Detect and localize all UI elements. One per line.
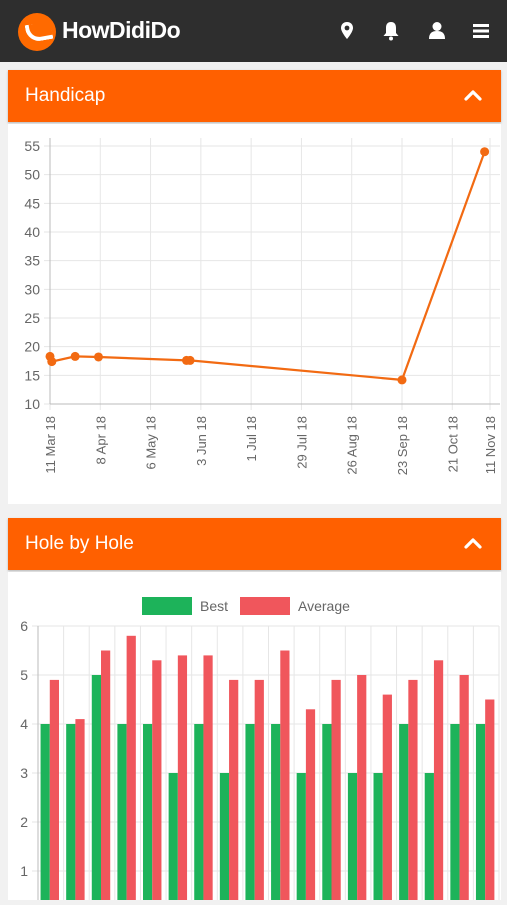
x-tick-label: 11 Nov 18 <box>483 416 498 474</box>
bar-best-hole-9 <box>245 724 255 905</box>
bar-average-hole-3 <box>101 650 111 905</box>
x-tick-label: 11 Mar 18 <box>43 416 58 474</box>
bar-average-hole-7 <box>203 655 213 905</box>
y-tick-label: 4 <box>20 716 28 732</box>
bar-average-hole-14 <box>382 694 392 905</box>
bar-average-hole-10 <box>280 650 290 905</box>
x-tick-label: 6 May 18 <box>144 416 159 469</box>
legend-label: Average <box>298 598 350 614</box>
bar-best-hole-2 <box>66 724 76 905</box>
x-tick-label: 21 Oct 18 <box>445 416 460 472</box>
handicap-chart-card: 10 15 20 25 30 35 40 45 50 55 11 Mar 18 8 Apr 18 6 M… <box>8 124 501 504</box>
bar-average-hole-6 <box>177 655 188 905</box>
bar-best-hole-1 <box>40 724 50 905</box>
bar-best-hole-3 <box>91 675 102 905</box>
x-tick-label: 23 Sep 18 <box>395 416 410 475</box>
bar-best-hole-16 <box>424 773 434 905</box>
bar-best-hole-14 <box>373 773 383 905</box>
bar-average-hole-18 <box>485 699 495 905</box>
y-tick-label: 50 <box>24 167 40 183</box>
hole-by-hole-bar-chart: Best Average 1 2 3 4 5 6 <box>20 597 500 905</box>
y-tick-label: 5 <box>20 667 28 683</box>
bell-icon[interactable] <box>378 18 404 44</box>
y-tick-label: 3 <box>20 765 28 781</box>
legend-swatch-best <box>142 597 192 615</box>
y-tick-label: 20 <box>24 339 40 355</box>
hole-by-hole-panel-header[interactable]: Hole by Hole <box>8 518 501 570</box>
chevron-up-icon[interactable] <box>463 534 483 554</box>
x-tick-label: 8 Apr 18 <box>93 416 108 464</box>
handicap-data-point <box>47 357 57 367</box>
bar-average-hole-11 <box>305 709 316 905</box>
y-tick-label: 6 <box>20 618 28 634</box>
legend-label: Best <box>200 598 228 614</box>
bar-average-hole-15 <box>408 679 418 905</box>
bar-average-hole-16 <box>433 660 444 905</box>
bar-best-hole-18 <box>475 724 486 905</box>
location-pin-icon[interactable] <box>334 18 360 44</box>
bar-average-hole-4 <box>126 635 136 905</box>
handicap-line-chart: 10 15 20 25 30 35 40 45 50 55 11 Mar 18 8 Apr 18 6 M… <box>24 138 500 475</box>
bar-average-hole-9 <box>254 679 264 905</box>
logo-mark-icon <box>18 13 56 51</box>
panel-title: Handicap <box>25 85 106 106</box>
x-tick-label: 3 Jun 18 <box>194 416 209 466</box>
y-tick-label: 30 <box>24 281 40 297</box>
x-tick-label: 26 Aug 18 <box>345 416 360 475</box>
bar-best-hole-7 <box>194 724 204 905</box>
y-tick-label: 15 <box>24 367 40 383</box>
user-icon[interactable] <box>424 18 450 44</box>
top-navigation-bar: HowDidiDo <box>0 0 507 62</box>
hole-by-hole-chart-card: Best Average 1 2 3 4 5 6 <box>8 572 501 905</box>
bar-average-hole-1 <box>49 679 60 905</box>
y-tick-label: 10 <box>24 396 40 412</box>
handicap-data-point <box>93 352 103 362</box>
bar-average-hole-5 <box>152 660 162 905</box>
app-title: HowDidiDo <box>62 17 181 43</box>
hamburger-menu-icon[interactable] <box>468 18 494 44</box>
bar-best-hole-8 <box>219 773 230 905</box>
bar-best-hole-11 <box>296 773 306 905</box>
y-tick-label: 25 <box>24 310 40 326</box>
bar-best-hole-17 <box>450 724 460 905</box>
handicap-data-point <box>397 375 407 385</box>
bar-average-hole-2 <box>75 719 85 905</box>
chevron-up-icon[interactable] <box>463 86 483 106</box>
y-tick-label: 35 <box>24 253 40 269</box>
y-tick-label: 55 <box>24 138 40 154</box>
bar-best-hole-10 <box>271 724 281 905</box>
bar-average-hole-8 <box>229 679 239 905</box>
bar-average-hole-13 <box>357 675 367 905</box>
bar-best-hole-6 <box>168 773 178 905</box>
legend-swatch-average <box>240 597 290 615</box>
y-tick-label: 2 <box>20 814 28 830</box>
handicap-data-point <box>480 147 490 157</box>
panel-title: Hole by Hole <box>25 533 134 554</box>
x-tick-label: 1 Jul 18 <box>244 416 259 462</box>
handicap-data-point <box>185 355 195 365</box>
bar-best-hole-12 <box>322 724 332 905</box>
y-tick-label: 1 <box>20 863 28 879</box>
y-tick-label: 40 <box>24 224 40 240</box>
x-tick-label: 29 Jul 18 <box>294 416 309 469</box>
bar-best-hole-5 <box>143 724 153 905</box>
handicap-data-point <box>70 351 80 361</box>
bar-best-hole-4 <box>117 724 127 905</box>
handicap-series-line <box>48 151 486 382</box>
bar-average-hole-12 <box>331 679 341 905</box>
bar-best-hole-15 <box>399 724 409 905</box>
bar-best-hole-13 <box>347 773 358 905</box>
bar-average-hole-17 <box>459 675 469 905</box>
y-tick-label: 45 <box>24 195 40 211</box>
handicap-panel-header[interactable]: Handicap <box>8 70 501 122</box>
